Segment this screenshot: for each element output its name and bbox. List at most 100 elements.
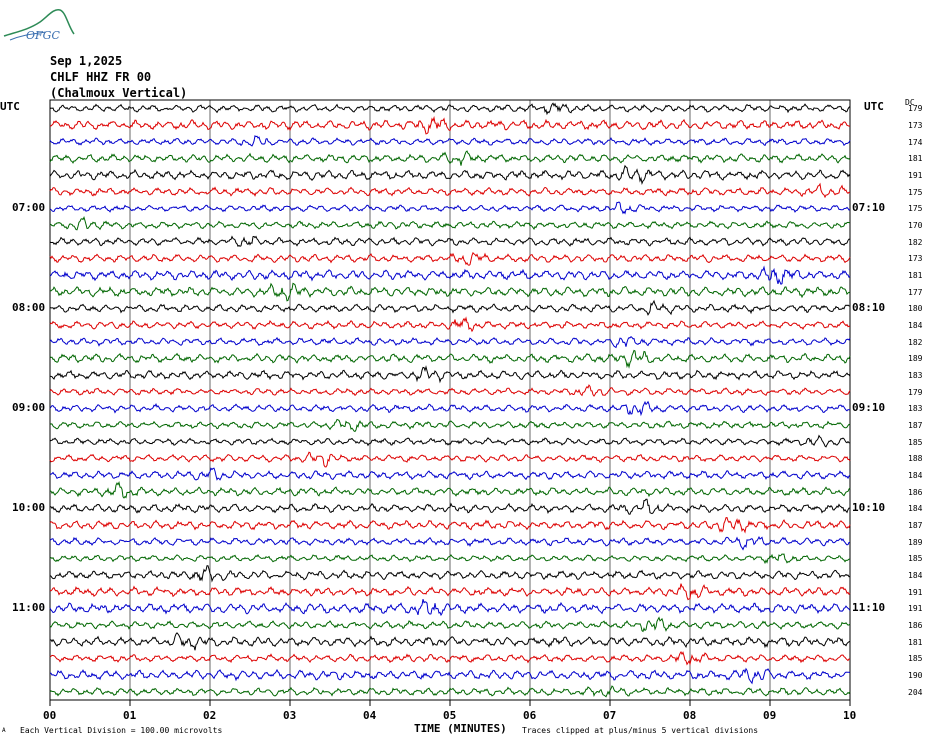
dc-offset-label: 191 [908,587,923,597]
x-tick-label: 08 [683,709,697,722]
seismic-trace [49,451,851,468]
seismic-trace [49,685,851,698]
header-date: Sep 1,2025 [50,54,123,68]
left-time-label: 08:00 [12,301,46,315]
seismic-trace [49,434,851,448]
right-time-label: 08:10 [852,301,886,315]
left-time-label: 07:00 [12,201,46,215]
dc-offset-label: 187 [908,421,923,430]
seismic-trace [49,164,851,186]
clip-note: Traces clipped at plus/minus 5 vertical … [522,726,759,735]
x-tick-label: 09 [763,709,777,722]
header-station: CHLF HHZ FR 00 [50,70,152,84]
seismic-trace [49,265,851,285]
seismic-trace [49,135,851,147]
dc-offset-label: 190 [908,671,923,680]
dc-offset-label: 185 [908,437,923,447]
right-time-label: 07:10 [852,201,886,215]
dc-offset-label: 173 [908,121,923,130]
dc-offset-label: 173 [908,254,923,264]
x-tick-label: 05 [443,709,457,722]
seismic-trace [49,616,851,633]
dc-label: DC [905,98,915,107]
right-time-label: 11:10 [852,601,886,615]
seismic-trace [49,201,851,215]
seismic-trace [49,632,851,651]
dc-offset-label: 181 [908,154,923,164]
seismic-trace [49,316,851,333]
dc-offset-label: 182 [908,337,923,347]
dc-offset-label: 184 [908,504,923,514]
seismic-trace [49,517,851,534]
dc-offset-label: 187 [908,521,923,530]
x-tick-label: 00 [43,709,57,722]
dc-offset-label: 189 [908,354,923,364]
seismic-trace [49,349,851,369]
dc-offset-label: 183 [908,371,923,380]
dc-offset-label: 181 [908,637,923,647]
left-time-label: 10:00 [12,501,46,515]
dc-offset-label: 175 [908,204,923,214]
seismic-trace [49,418,851,433]
seismic-trace [49,536,850,551]
x-tick-label: 04 [363,709,377,722]
right-time-label: 09:10 [852,401,886,415]
seismic-trace [49,282,851,302]
seismic-trace [49,480,851,499]
seismic-trace [49,599,851,617]
header-site: (Chalmoux Vertical) [50,86,188,100]
dc-offset-label: 189 [908,537,923,547]
x-tick-label: 03 [283,709,297,722]
x-tick-label: 07 [603,709,617,722]
seismic-trace [49,150,851,166]
x-tick-label: 02 [203,709,217,722]
seismic-trace [49,583,851,601]
dc-offset-label: 182 [908,237,923,247]
seismic-trace [49,365,851,384]
dc-offset-label: 184 [908,321,923,330]
dc-offset-label: 204 [908,687,923,697]
seismic-trace [49,299,851,316]
dc-offset-label: 170 [908,221,923,230]
dc-offset-label: 183 [908,404,923,414]
utc-right-label: UTC [864,100,884,113]
seismic-trace [49,565,851,583]
dc-offset-label: 191 [908,171,923,180]
dc-offset-label: 177 [908,287,923,297]
dc-offset-label: 184 [908,471,923,480]
dc-offset-label: 186 [908,621,923,630]
dc-offset-label: 191 [908,604,923,614]
seismic-trace [49,102,851,116]
dc-offset-label: 180 [908,304,923,314]
left-time-label: 11:00 [12,601,46,615]
ofgc-logo: OFGC [3,8,75,42]
seismic-trace [49,182,851,199]
seismic-trace [49,650,851,666]
x-tick-label: 06 [523,709,537,722]
seismic-trace [50,467,851,481]
seismic-trace [49,235,851,247]
seismic-trace [49,251,851,266]
dc-offset-label: 179 [908,387,923,397]
dc-offset-label: 175 [908,187,923,197]
right-time-label: 10:10 [852,501,886,515]
seismic-trace [49,667,851,685]
seismic-trace [49,498,850,515]
seismic-trace [49,400,851,417]
dc-offset-label: 185 [908,654,923,664]
dc-offset-label: 185 [908,554,923,564]
dc-offset-label: 179 [908,104,923,114]
seismic-trace [49,336,851,349]
corner-mark: A [2,727,6,734]
dc-offset-label: 174 [908,137,923,147]
dc-offset-label: 181 [908,271,923,280]
seismic-trace [49,216,851,231]
dc-offset-label: 188 [908,454,923,464]
x-tick-label: 01 [123,709,137,722]
seismic-trace [49,384,851,397]
seismic-trace [49,553,851,565]
utc-left-label: UTC [0,100,20,113]
x-tick-label: 10 [843,709,857,722]
vertical-division-note: Each Vertical Division = 100.00 microvol… [20,726,223,735]
